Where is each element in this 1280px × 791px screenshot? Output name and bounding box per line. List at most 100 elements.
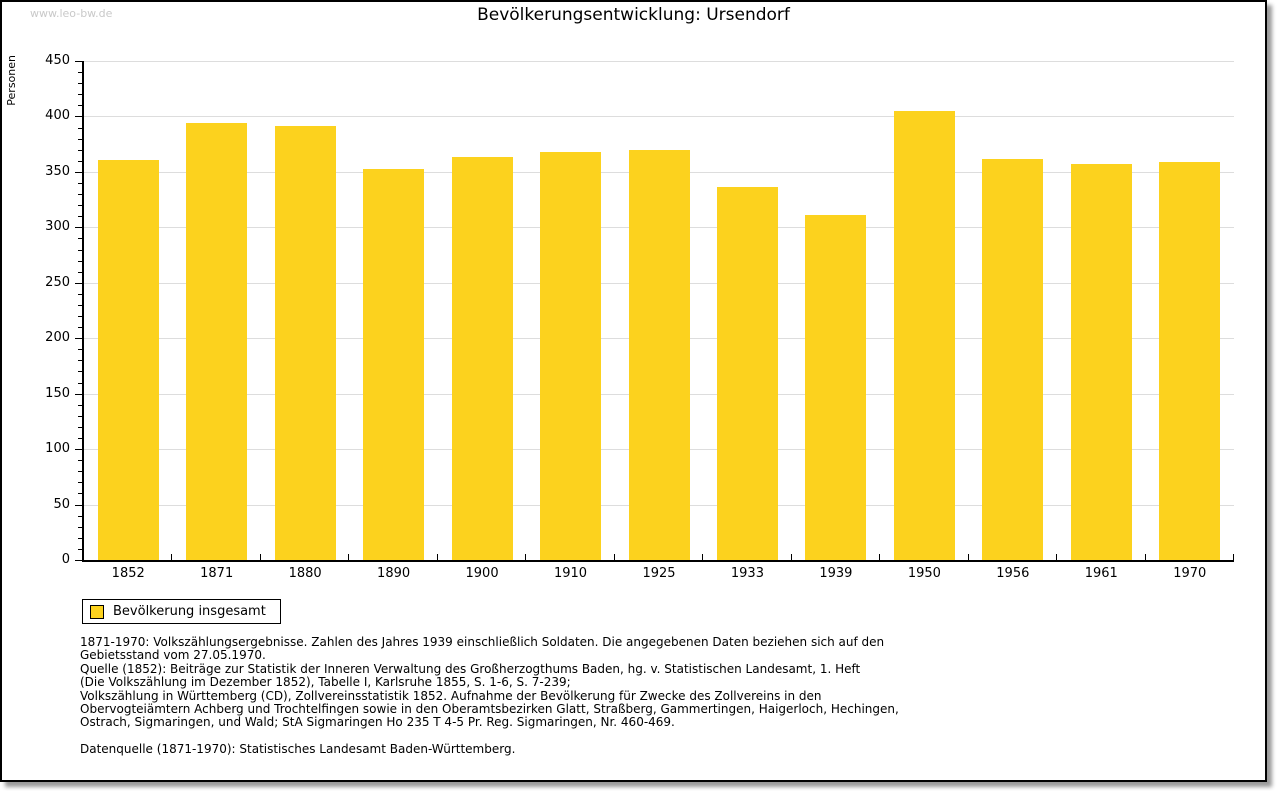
y-minor-tick (78, 71, 82, 73)
y-major-tick (75, 559, 82, 561)
datasource-line: Datenquelle (1871-1970): Statistisches L… (80, 741, 516, 756)
x-label-1933: 1933 (730, 566, 764, 581)
y-minor-tick (78, 382, 82, 384)
y-major-tick (75, 504, 82, 506)
bar-1910 (540, 151, 602, 560)
y-minor-tick (78, 459, 82, 461)
x-tick (791, 554, 792, 560)
y-major-tick (75, 282, 82, 284)
y-minor-tick (78, 138, 82, 140)
x-tick (1145, 554, 1146, 560)
y-axis-title: Personen (5, 55, 18, 106)
y-tick-label-350: 350 (45, 163, 70, 179)
bar-1925 (628, 149, 690, 560)
x-tick (879, 554, 880, 560)
y-minor-tick (78, 82, 82, 84)
note-line: Ostrach, Sigmaringen, und Wald; StA Sigm… (80, 715, 675, 730)
y-tick-label-450: 450 (45, 53, 70, 68)
bar-1950 (893, 110, 955, 560)
y-tick-label-0: 0 (61, 552, 70, 567)
y-tick-label-250: 250 (45, 274, 70, 290)
bar-1900 (451, 157, 513, 560)
x-label-1956: 1956 (996, 566, 1030, 581)
x-label-1939: 1939 (819, 566, 853, 581)
y-minor-tick (78, 437, 82, 439)
y-tick-label-400: 400 (45, 108, 70, 124)
y-minor-tick (78, 415, 82, 417)
chart-title: Bevölkerungsentwicklung: Ursendorf (477, 5, 790, 25)
x-label-1910: 1910 (553, 566, 588, 581)
x-label-1852: 1852 (111, 566, 145, 581)
x-label-1961: 1961 (1084, 566, 1118, 581)
x-tick (1233, 554, 1234, 560)
legend-swatch-icon (90, 604, 104, 619)
x-tick (614, 554, 615, 560)
y-minor-tick (78, 271, 82, 273)
y-minor-tick (78, 193, 82, 195)
y-minor-tick (78, 93, 82, 95)
y-tick-label-100: 100 (45, 441, 70, 457)
x-label-1950: 1950 (907, 566, 941, 581)
y-minor-tick (78, 481, 82, 483)
y-minor-tick (78, 215, 82, 217)
note-line: (Die Volkszählung im Dezember 1852), Tab… (80, 675, 571, 690)
y-minor-tick (78, 149, 82, 151)
gridline-400 (84, 115, 1234, 117)
legend: Bevölkerung insgesamt (82, 599, 281, 624)
bar-1961 (1070, 164, 1132, 560)
y-tick-label-50: 50 (53, 496, 70, 512)
site-watermark: www.leo-bw.de (30, 7, 113, 20)
y-major-tick (75, 171, 82, 173)
y-major-tick (75, 226, 82, 228)
y-tick-label-150: 150 (45, 385, 70, 401)
x-tick (525, 554, 526, 560)
y-minor-tick (78, 249, 82, 251)
y-minor-tick (78, 182, 82, 184)
x-tick (702, 554, 703, 560)
note-line: Obervogteiämtern Achberg und Trochtelfin… (80, 702, 899, 717)
x-tick (437, 554, 438, 560)
y-minor-tick (78, 492, 82, 494)
y-minor-tick (78, 326, 82, 328)
x-label-1890: 1890 (377, 566, 411, 581)
y-minor-tick (78, 426, 82, 428)
note-line: Volkszählung in Württemberg (CD), Zollve… (80, 688, 822, 703)
x-label-1925: 1925 (642, 566, 676, 581)
y-minor-tick (78, 160, 82, 162)
x-label-1880: 1880 (288, 566, 322, 581)
y-minor-tick (78, 204, 82, 206)
note-line: 1871-1970: Volkszählungsergebnisse. Zahl… (80, 635, 885, 649)
y-minor-tick (78, 260, 82, 262)
note-line: Gebietsstand vom 27.05.1970. (80, 648, 266, 663)
x-label-1970: 1970 (1173, 566, 1207, 581)
x-label-1871: 1871 (200, 566, 234, 581)
note-line: Quelle (1852): Beiträge zur Statistik de… (80, 661, 861, 676)
y-minor-tick (78, 293, 82, 295)
y-minor-tick (78, 526, 82, 528)
y-minor-tick (78, 404, 82, 406)
y-minor-tick (78, 470, 82, 472)
bar-1852 (97, 159, 159, 560)
y-tick-label-200: 200 (45, 330, 70, 346)
gridline-450 (84, 60, 1234, 62)
y-minor-tick (78, 537, 82, 539)
y-minor-tick (78, 237, 82, 239)
bar-1970 (1159, 161, 1221, 560)
y-minor-tick (78, 104, 82, 106)
bar-1956 (982, 158, 1044, 560)
bar-1939 (805, 215, 867, 560)
y-major-tick (75, 337, 82, 339)
y-major-tick (75, 115, 82, 117)
y-minor-tick (78, 348, 82, 350)
legend-label: Bevölkerung insgesamt (113, 604, 266, 619)
bar-1890 (363, 168, 425, 560)
x-label-1900: 1900 (465, 566, 499, 581)
y-tick-label-300: 300 (45, 219, 70, 235)
bar-1871 (186, 123, 248, 560)
x-tick (1056, 554, 1057, 560)
y-major-tick (75, 60, 82, 62)
x-tick (348, 554, 349, 560)
x-tick (968, 554, 969, 560)
y-minor-tick (78, 127, 82, 129)
y-minor-tick (78, 515, 82, 517)
